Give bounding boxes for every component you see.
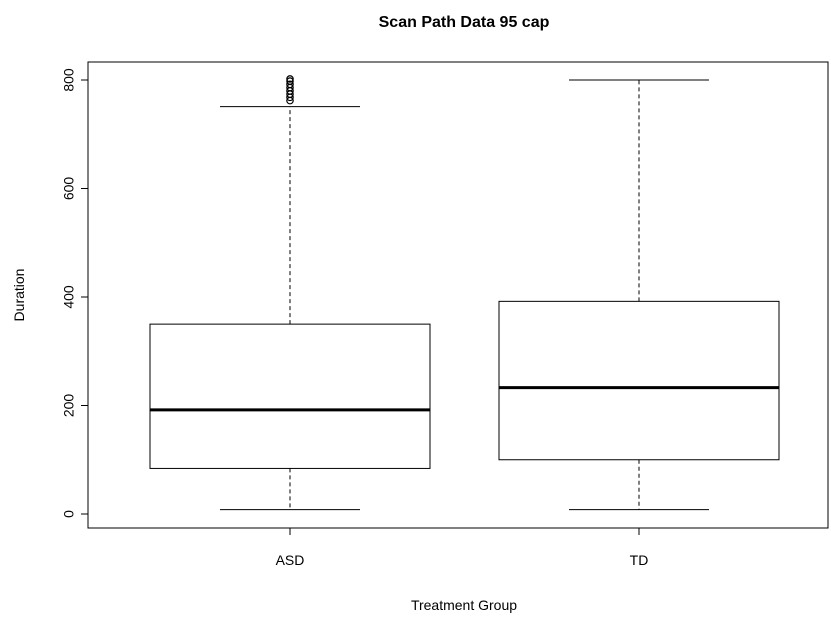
y-tick-label: 200 (61, 394, 77, 418)
outlier-point (286, 77, 294, 85)
iqr-box (498, 300, 780, 461)
y-axis: 0 200 400 600 800 (61, 68, 88, 518)
y-tick-label: 0 (61, 510, 77, 518)
chart-title: Scan Path Data 95 cap (379, 14, 550, 31)
x-tick-label: ASD (276, 552, 305, 568)
box-asd (149, 75, 431, 511)
x-tick-label: TD (630, 552, 649, 568)
iqr-box (149, 323, 431, 469)
plot-frame (87, 61, 829, 529)
outlier-point (286, 80, 294, 89)
x-axis-label: Treatment Group (411, 597, 517, 613)
boxes-layer (149, 75, 780, 511)
outlier-point (286, 75, 294, 83)
y-tick-label: 400 (61, 285, 77, 309)
y-axis-label: Duration (11, 269, 27, 322)
y-tick-label: 800 (61, 68, 77, 92)
box-td (498, 79, 780, 511)
y-tick-label: 600 (61, 177, 77, 201)
x-axis: ASD TD (276, 528, 649, 568)
